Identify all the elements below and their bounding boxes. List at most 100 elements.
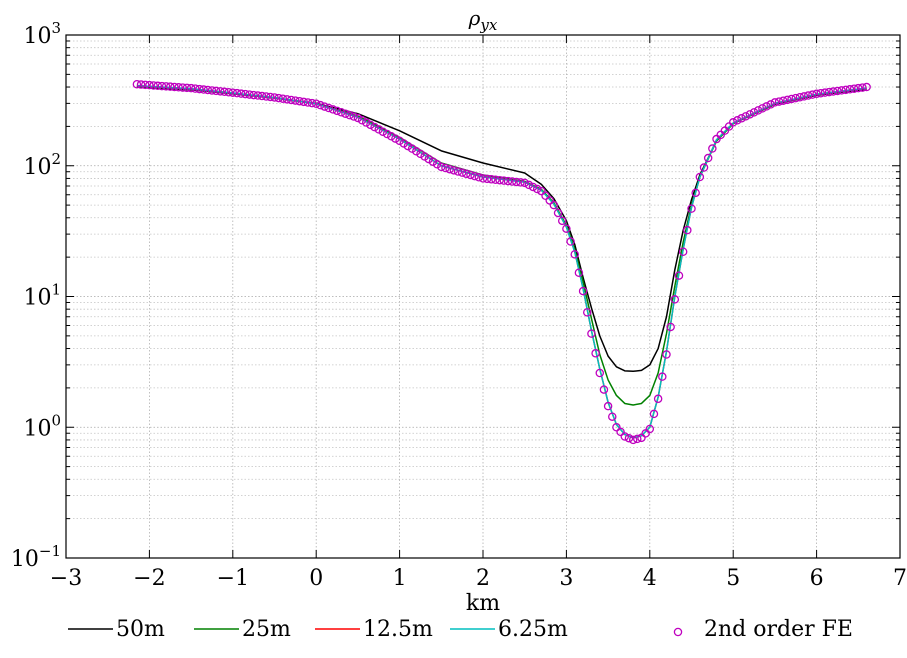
data-point: [311, 99, 321, 109]
series-line-12-5m: [136, 84, 867, 439]
data-point: [516, 178, 525, 187]
data-point: [157, 81, 167, 91]
data-point: [591, 349, 600, 358]
data-point: [232, 88, 242, 98]
data-point: [620, 432, 630, 441]
data-point: [562, 224, 571, 233]
data-point: [795, 93, 805, 102]
data-point: [695, 172, 705, 182]
data-point: [253, 91, 263, 100]
data-point: [132, 80, 142, 89]
data-point: [199, 85, 208, 94]
data-point: [599, 385, 609, 394]
data-point: [820, 88, 830, 97]
data-point: [478, 174, 488, 183]
data-point: [391, 134, 400, 143]
y-tick-label: 103: [23, 19, 61, 49]
data-point: [662, 350, 671, 359]
data-point: [236, 89, 246, 98]
data-point: [286, 95, 296, 105]
legend-label: 50m: [116, 617, 165, 642]
legend-label: 2nd order FE: [704, 617, 853, 642]
data-point: [420, 152, 429, 161]
data-point: [608, 412, 617, 421]
data-point: [270, 93, 279, 102]
x-tick-label: 7: [893, 566, 907, 591]
data-point: [520, 178, 529, 188]
legend-item-50m: 50m: [68, 617, 165, 642]
data-point: [578, 286, 588, 296]
data-point: [678, 247, 688, 256]
data-point: [524, 180, 534, 190]
legend-item-12-5m: 12.5m: [315, 617, 433, 642]
data-point: [812, 89, 821, 99]
y-tick-label: 102: [23, 150, 61, 180]
data-point: [549, 200, 559, 210]
data-point: [570, 250, 579, 259]
data-point: [749, 108, 759, 117]
data-point: [399, 139, 409, 148]
data-point: [216, 87, 225, 96]
data-point: [370, 122, 379, 132]
data-point: [211, 86, 221, 96]
data-point: [170, 82, 179, 92]
data-point: [829, 87, 838, 96]
data-point: [261, 92, 271, 101]
data-point: [503, 176, 513, 186]
data-point: [249, 90, 258, 100]
data-point: [282, 95, 292, 104]
data-point: [441, 163, 450, 173]
data-point: [332, 106, 342, 116]
data-point: [174, 83, 183, 92]
data-point: [149, 81, 158, 90]
data-point: [528, 182, 538, 192]
data-point: [553, 208, 563, 218]
data-point: [165, 82, 175, 91]
data-point: [545, 196, 554, 205]
data-point: [445, 164, 454, 174]
data-point: [303, 98, 313, 107]
legend-item-2nd-order-fe: 2nd order FE: [673, 617, 853, 642]
series-markers-2nd-order-fe: [132, 80, 871, 445]
data-point: [366, 120, 375, 130]
x-tick-label: −2: [133, 566, 165, 591]
data-point: [382, 129, 392, 139]
data-point: [291, 96, 300, 105]
data-point: [349, 112, 358, 121]
x-tick-label: 0: [309, 566, 323, 591]
data-point: [241, 89, 250, 99]
x-axis-label: km: [466, 591, 500, 616]
data-point: [845, 85, 855, 94]
data-point: [512, 177, 521, 187]
chart-title: ρyx: [468, 6, 498, 34]
series-line-50m: [136, 86, 867, 373]
data-point: [791, 93, 801, 103]
data-point: [612, 422, 621, 432]
data-point: [295, 96, 304, 106]
data-point: [395, 136, 404, 146]
data-point: [499, 176, 509, 185]
data-point: [245, 90, 254, 99]
data-point: [770, 98, 780, 107]
data-point: [741, 112, 750, 121]
data-point: [320, 102, 329, 111]
data-point: [182, 83, 192, 93]
data-point: [862, 82, 871, 92]
x-tick-label: 5: [726, 566, 740, 591]
data-point: [762, 102, 771, 111]
data-point: [753, 106, 763, 115]
legend-item-25m: 25m: [194, 617, 291, 642]
data-point: [816, 88, 826, 98]
data-point: [437, 162, 446, 172]
tick-labels: −3 −2 −1 0 1 2 3 4 5 6 7 10−1 100 101 102 103: [11, 19, 907, 591]
legend-label: 6.25m: [498, 617, 568, 642]
legend-item-6-25m: 6.25m: [450, 617, 568, 642]
data-point: [833, 86, 842, 96]
data-point: [699, 163, 709, 172]
grid: [65, 35, 901, 559]
data-point: [783, 95, 792, 105]
data-point: [674, 271, 684, 280]
title-subscript: yx: [479, 16, 497, 34]
data-point: [841, 85, 851, 95]
